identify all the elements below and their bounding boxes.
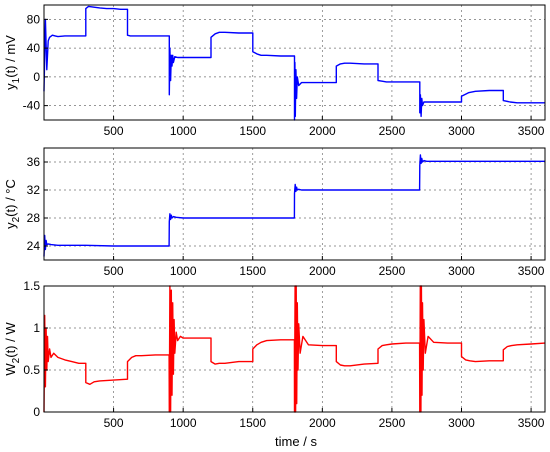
series-line bbox=[43, 5, 545, 121]
y-tick-label: 36 bbox=[27, 155, 41, 169]
x-tick-label: 500 bbox=[104, 416, 124, 430]
y-tick-label: 1.5 bbox=[23, 279, 40, 293]
x-tick-label: 3500 bbox=[518, 124, 545, 138]
y-axis-label-rest: (t) / mV bbox=[3, 35, 18, 78]
y-axis-label-sub: 2 bbox=[11, 357, 22, 363]
series-line bbox=[43, 285, 546, 413]
x-tick-label: 2500 bbox=[379, 264, 406, 278]
y-axis-label: W2(t) / W bbox=[3, 322, 22, 376]
y-tick-label: -40 bbox=[23, 99, 41, 113]
x-tick-label: 3000 bbox=[448, 124, 475, 138]
plot-frame bbox=[43, 285, 546, 413]
y-axis-label-sub: 2 bbox=[11, 216, 22, 222]
x-tick-label: 1500 bbox=[239, 416, 266, 430]
x-tick-label: 3000 bbox=[448, 416, 475, 430]
x-tick-label: 1500 bbox=[239, 124, 266, 138]
y-axis-label: y2(t) / °C bbox=[3, 179, 22, 229]
y-tick-label: 0.5 bbox=[23, 363, 40, 377]
series-line bbox=[43, 154, 545, 257]
x-tick-label: 2500 bbox=[379, 124, 406, 138]
panel-y2: 500 1000 1500 2000 2500 3000 3500 24 28 32 36 y2(t)… bbox=[3, 147, 546, 278]
panel-w2: 500 1000 1500 2000 2500 3000 3500 0 0.5 1 1.5 W2(t)… bbox=[3, 279, 546, 430]
panel-y1: 500 1000 1500 2000 2500 3000 3500 -40 0 40 80 y1(t)… bbox=[3, 4, 546, 138]
x-tick-label: 2000 bbox=[309, 124, 336, 138]
y-tick-label: 28 bbox=[27, 211, 41, 225]
y-tick-label: 40 bbox=[27, 41, 41, 55]
x-tick-label: 1000 bbox=[170, 264, 197, 278]
y-axis-label-sub: 1 bbox=[11, 77, 22, 83]
y-tick-label: 24 bbox=[27, 239, 41, 253]
y-axis-label-rest: (t) / °C bbox=[3, 179, 18, 217]
x-tick-label: 1000 bbox=[170, 124, 197, 138]
x-tick-label: 500 bbox=[104, 264, 124, 278]
x-tick-label: 2000 bbox=[309, 264, 336, 278]
plot-frame bbox=[43, 147, 546, 261]
x-tick-label: 2000 bbox=[309, 416, 336, 430]
y-tick-label: 1 bbox=[33, 321, 40, 335]
y-axis-label-main: y bbox=[3, 222, 18, 229]
y-tick-label: 32 bbox=[27, 183, 41, 197]
y-axis-label: y1(t) / mV bbox=[3, 35, 22, 90]
y-axis-label-main: W bbox=[3, 363, 18, 376]
x-axis-label: time / s bbox=[275, 434, 317, 449]
plot-frame bbox=[43, 4, 546, 121]
y-axis-label-main: y bbox=[3, 83, 18, 90]
x-tick-label: 1500 bbox=[239, 264, 266, 278]
y-tick-label: 80 bbox=[27, 12, 41, 26]
x-tick-label: 3500 bbox=[518, 264, 545, 278]
y-axis-label-rest: (t) / W bbox=[3, 322, 18, 358]
x-tick-label: 1000 bbox=[170, 416, 197, 430]
x-tick-label: 2500 bbox=[379, 416, 406, 430]
y-tick-label: 0 bbox=[33, 405, 40, 419]
x-tick-label: 3500 bbox=[518, 416, 545, 430]
x-tick-label: 3000 bbox=[448, 264, 475, 278]
y-tick-label: 0 bbox=[33, 70, 40, 84]
x-tick-label: 500 bbox=[104, 124, 124, 138]
